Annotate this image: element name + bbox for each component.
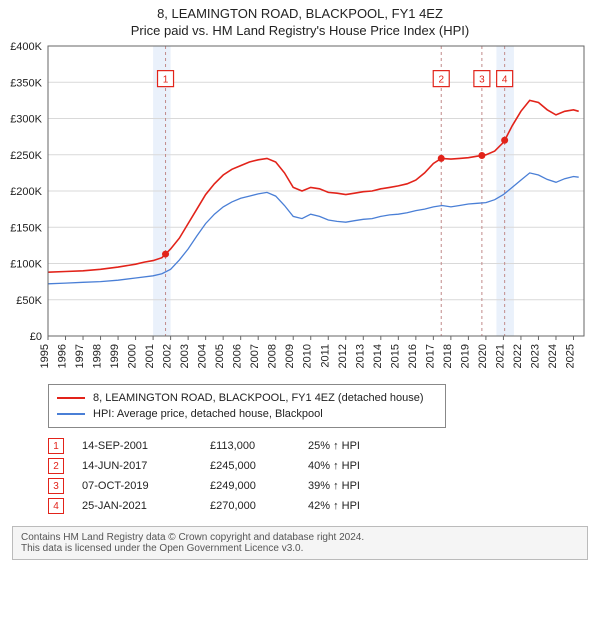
x-tick-label: 2009: [284, 344, 296, 368]
x-tick-label: 2025: [564, 344, 576, 368]
transaction-row: 4 25-JAN-2021 £270,000 42% ↑ HPI: [48, 496, 588, 516]
x-tick-label: 2004: [197, 344, 209, 368]
sale-marker-label: 3: [474, 71, 490, 87]
transaction-date: 14-JUN-2017: [82, 460, 192, 472]
sale-marker-label: 2: [433, 71, 449, 87]
svg-text:1: 1: [163, 75, 169, 86]
svg-text:4: 4: [502, 75, 508, 86]
transaction-marker: 2: [48, 458, 64, 474]
y-tick-label: £50K: [16, 295, 42, 307]
x-tick-label: 2002: [162, 344, 174, 368]
y-tick-label: £150K: [10, 222, 42, 234]
y-tick-label: £250K: [10, 150, 42, 162]
x-tick-label: 1996: [57, 344, 69, 368]
x-tick-label: 2001: [144, 344, 156, 368]
x-tick-label: 1997: [74, 344, 86, 368]
y-tick-label: £400K: [10, 41, 42, 53]
transaction-row: 3 07-OCT-2019 £249,000 39% ↑ HPI: [48, 476, 588, 496]
transaction-pct: 25% ↑ HPI: [308, 440, 408, 452]
sale-marker-label: 1: [158, 71, 174, 87]
transaction-date: 07-OCT-2019: [82, 480, 192, 492]
transaction-row: 2 14-JUN-2017 £245,000 40% ↑ HPI: [48, 456, 588, 476]
footer-line2: This data is licensed under the Open Gov…: [21, 543, 579, 554]
x-tick-label: 2005: [214, 344, 226, 368]
x-tick-label: 2015: [389, 344, 401, 368]
sale-marker: [501, 137, 508, 144]
sale-marker-label: 4: [497, 71, 513, 87]
x-tick-label: 2006: [232, 344, 244, 368]
y-tick-label: £300K: [10, 114, 42, 126]
title-subtitle: Price paid vs. HM Land Registry's House …: [0, 23, 600, 38]
x-tick-label: 2014: [372, 344, 384, 368]
legend-label: HPI: Average price, detached house, Blac…: [93, 408, 323, 420]
transaction-marker: 3: [48, 478, 64, 494]
transaction-price: £113,000: [210, 440, 290, 452]
y-tick-label: £100K: [10, 259, 42, 271]
transaction-row: 1 14-SEP-2001 £113,000 25% ↑ HPI: [48, 436, 588, 456]
x-tick-label: 2020: [477, 344, 489, 368]
x-tick-label: 2023: [529, 344, 541, 368]
svg-text:3: 3: [479, 75, 485, 86]
transaction-pct: 40% ↑ HPI: [308, 460, 408, 472]
footer-line1: Contains HM Land Registry data © Crown c…: [21, 532, 579, 543]
sale-marker: [438, 155, 445, 162]
transaction-pct: 42% ↑ HPI: [308, 500, 408, 512]
x-tick-label: 2011: [319, 344, 331, 368]
transactions-table: 1 14-SEP-2001 £113,000 25% ↑ HPI 2 14-JUN-201…: [48, 436, 588, 516]
transaction-date: 14-SEP-2001: [82, 440, 192, 452]
sale-marker: [162, 251, 169, 258]
x-tick-label: 2008: [267, 344, 279, 368]
x-tick-label: 2012: [337, 344, 349, 368]
footer-attribution: Contains HM Land Registry data © Crown c…: [12, 526, 588, 560]
x-tick-label: 2022: [512, 344, 524, 368]
chart-area: £0 £50K £100K £150K £200K £250K £300K £350K £400…: [0, 38, 600, 378]
legend-label: 8, LEAMINGTON ROAD, BLACKPOOL, FY1 4EZ (…: [93, 392, 424, 404]
x-tick-label: 2019: [459, 344, 471, 368]
chart-titles: 8, LEAMINGTON ROAD, BLACKPOOL, FY1 4EZ P…: [0, 0, 600, 38]
line-chart: £0 £50K £100K £150K £200K £250K £300K £350K £400…: [0, 38, 600, 378]
x-tick-label: 2000: [127, 344, 139, 368]
x-tick-label: 2018: [442, 344, 454, 368]
transaction-price: £249,000: [210, 480, 290, 492]
transaction-date: 25-JAN-2021: [82, 500, 192, 512]
transaction-price: £270,000: [210, 500, 290, 512]
transaction-pct: 39% ↑ HPI: [308, 480, 408, 492]
x-tick-label: 2013: [354, 344, 366, 368]
legend: 8, LEAMINGTON ROAD, BLACKPOOL, FY1 4EZ (…: [48, 384, 446, 428]
title-address: 8, LEAMINGTON ROAD, BLACKPOOL, FY1 4EZ: [0, 6, 600, 21]
x-tick-label: 2021: [494, 344, 506, 368]
transaction-price: £245,000: [210, 460, 290, 472]
y-tick-label: £200K: [10, 186, 42, 198]
x-tick-label: 1999: [109, 344, 121, 368]
x-tick-label: 1998: [92, 344, 104, 368]
y-tick-label: £350K: [10, 77, 42, 89]
x-tick-label: 2007: [249, 344, 261, 368]
y-tick-label: £0: [30, 331, 42, 343]
sale-marker: [478, 152, 485, 159]
legend-swatch: [57, 413, 85, 415]
legend-item: 8, LEAMINGTON ROAD, BLACKPOOL, FY1 4EZ (…: [57, 390, 437, 406]
x-tick-label: 2016: [407, 344, 419, 368]
page-root: 8, LEAMINGTON ROAD, BLACKPOOL, FY1 4EZ P…: [0, 0, 600, 560]
legend-swatch: [57, 397, 85, 399]
transaction-marker: 4: [48, 498, 64, 514]
x-tick-label: 2003: [179, 344, 191, 368]
x-tick-label: 2017: [424, 344, 436, 368]
transaction-marker: 1: [48, 438, 64, 454]
x-tick-label: 2024: [547, 344, 559, 368]
x-tick-label: 2010: [302, 344, 314, 368]
x-tick-label: 1995: [39, 344, 51, 368]
legend-item: HPI: Average price, detached house, Blac…: [57, 406, 437, 422]
svg-text:2: 2: [438, 75, 444, 86]
